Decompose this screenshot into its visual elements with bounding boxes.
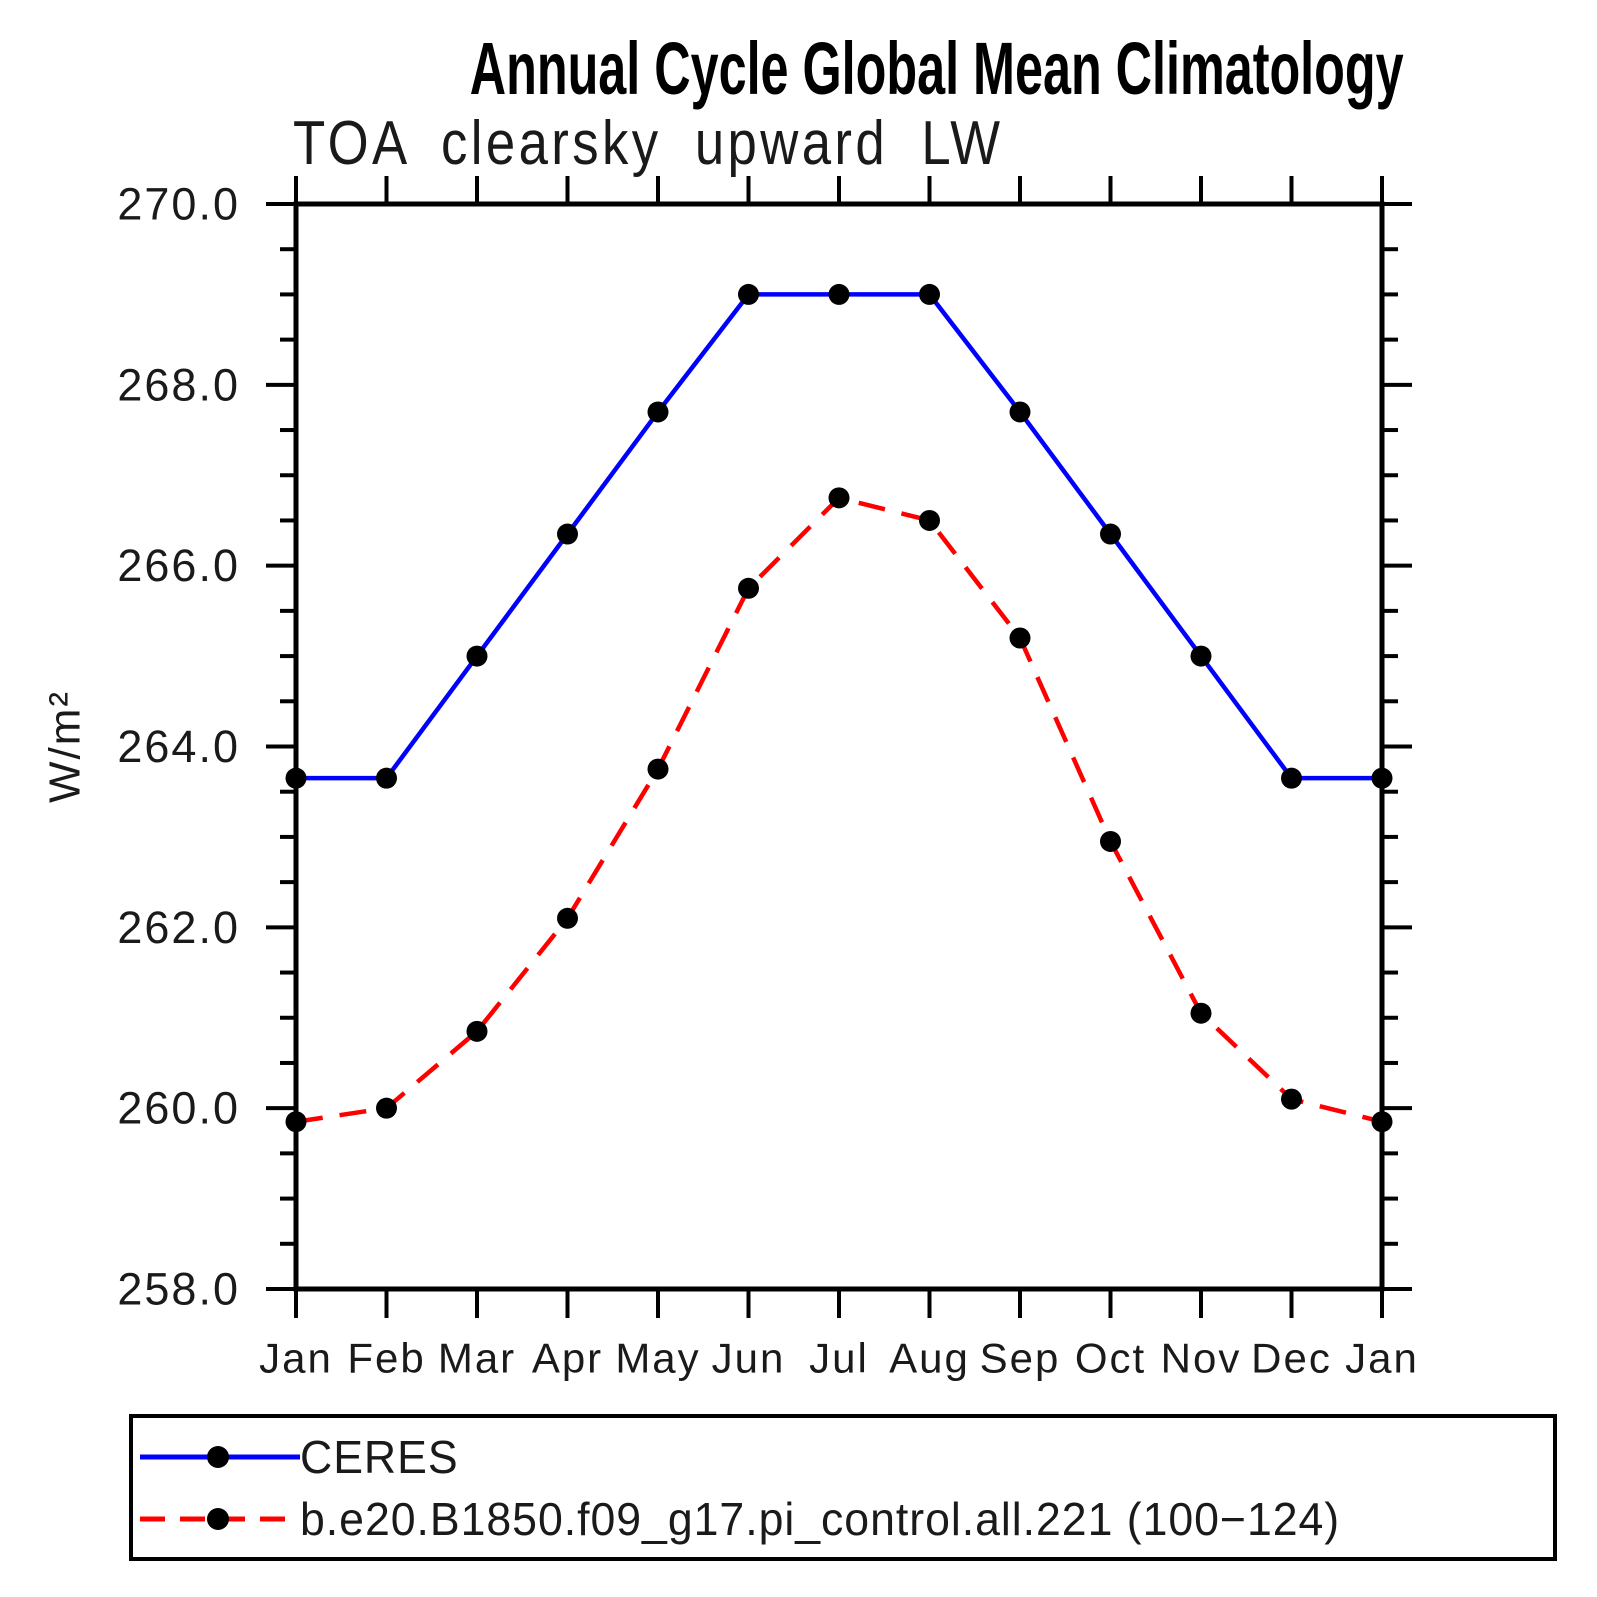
- data-point: [285, 1111, 307, 1133]
- series-line-0: [296, 292, 1382, 781]
- legend-marker-dot: [207, 1508, 229, 1530]
- y-tick-label: 258.0: [117, 1264, 240, 1315]
- data-point: [647, 401, 669, 423]
- x-tick-label: Dec: [1251, 1335, 1332, 1382]
- x-tick-label: Jan: [1345, 1335, 1419, 1382]
- y-tick-label: 270.0: [117, 179, 240, 230]
- data-point: [1100, 830, 1121, 852]
- y-axis-unit-label: W/m²: [41, 690, 90, 803]
- data-point: [1190, 645, 1212, 667]
- x-tick-label: May: [615, 1335, 700, 1382]
- y-tick-label: 268.0: [117, 359, 240, 410]
- data-point: [919, 509, 940, 531]
- series-line-1: [295, 495, 1383, 1124]
- legend-line-sample: [140, 1508, 300, 1530]
- data-point: [647, 758, 669, 780]
- data-point: [1009, 401, 1031, 423]
- legend-item-0: CERES: [140, 1431, 463, 1483]
- data-point: [1371, 1111, 1393, 1133]
- data-point: [1100, 523, 1121, 545]
- x-tick-label: Oct: [1075, 1335, 1146, 1382]
- x-tick-label: Nov: [1161, 1335, 1242, 1382]
- data-point: [738, 283, 759, 305]
- legend-line-sample: [140, 1446, 300, 1468]
- data-point: [828, 283, 850, 305]
- series-markers-0: [285, 283, 1393, 789]
- data-point: [919, 283, 940, 305]
- x-tick-label: Jul: [809, 1335, 869, 1382]
- data-point: [285, 767, 307, 789]
- data-point: [466, 1020, 488, 1042]
- legend-marker-dot: [207, 1446, 229, 1468]
- data-point: [376, 767, 397, 789]
- legend: CERES b.e20.B1850.f09_g17.pi_control.all.…: [129, 1414, 1557, 1561]
- legend-item-1: b.e20.B1850.f09_g17.pi_control.all.221 (…: [140, 1493, 1372, 1545]
- data-point: [557, 523, 578, 545]
- legend-label: b.e20.B1850.f09_g17.pi_control.all.221 (…: [300, 1493, 1341, 1545]
- x-tick-label: Aug: [889, 1335, 970, 1382]
- data-point: [828, 487, 850, 509]
- chart-subtitle: TOA clearsky upward LW: [293, 109, 1004, 178]
- x-tick-label: Mar: [438, 1335, 516, 1382]
- x-tick-label: Jan: [259, 1335, 333, 1382]
- plot-frame: [293, 201, 1385, 1292]
- y-tick-label: 260.0: [117, 1083, 240, 1134]
- y-tick-label: 266.0: [117, 540, 240, 591]
- data-point: [466, 645, 488, 667]
- data-point: [557, 907, 578, 929]
- data-point: [738, 577, 759, 599]
- y-axis-ticks: [266, 202, 1412, 1291]
- data-point: [1281, 767, 1302, 789]
- data-point: [1190, 1002, 1212, 1024]
- y-tick-label: 262.0: [117, 902, 240, 953]
- x-axis-ticks: [294, 176, 1384, 1318]
- series-markers-1: [285, 487, 1393, 1133]
- data-point: [376, 1097, 397, 1119]
- x-tick-label: Jun: [712, 1335, 786, 1382]
- data-point: [1281, 1088, 1302, 1110]
- data-point: [1009, 627, 1031, 649]
- x-tick-label: Sep: [980, 1335, 1061, 1382]
- x-tick-label: Apr: [532, 1335, 603, 1382]
- x-tick-label: Feb: [347, 1335, 425, 1382]
- legend-label: CERES: [300, 1431, 459, 1483]
- data-point: [1371, 767, 1393, 789]
- y-tick-label: 264.0: [117, 721, 240, 772]
